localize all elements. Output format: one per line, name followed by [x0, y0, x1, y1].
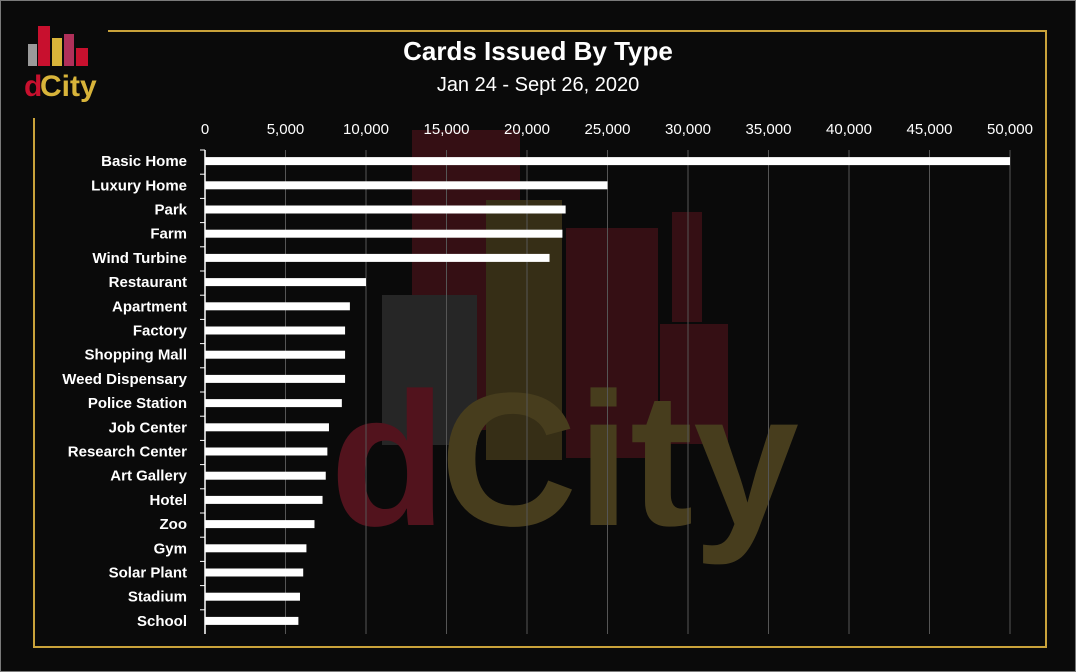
bar-solar-plant — [205, 568, 304, 577]
dcity-logo-icon: d City — [24, 26, 97, 103]
category-labels: Basic Home Luxury Home Park Farm Wind Turbin… — [62, 153, 187, 630]
frame-right-border — [1045, 30, 1047, 648]
x-tick-label: 25,000 — [585, 121, 631, 138]
bar-basic-home — [205, 157, 1010, 166]
svg-text:d: d — [330, 354, 446, 566]
bar-shopping-mall — [205, 350, 346, 359]
category-label: Stadium — [128, 589, 187, 606]
bar-police-station — [205, 399, 342, 408]
category-label: Wind Turbine — [92, 250, 187, 267]
x-tick-label: 5,000 — [267, 121, 305, 138]
category-label: Police Station — [88, 395, 187, 412]
category-label: Weed Dispensary — [62, 371, 187, 388]
frame-bottom-border — [33, 646, 1047, 648]
category-label: Apartment — [112, 298, 187, 315]
chart-subtitle: Jan 24 - Sept 26, 2020 — [436, 74, 640, 96]
bars — [200, 149, 1010, 625]
x-tick-label: 0 — [201, 121, 209, 138]
x-tick-label: 35,000 — [746, 121, 792, 138]
bar-gym — [205, 544, 307, 553]
x-tick-label: 45,000 — [907, 121, 953, 138]
logo-letter-d: d — [24, 70, 42, 103]
svg-text:City: City — [440, 354, 799, 566]
category-label: Restaurant — [109, 274, 187, 291]
bar-apartment — [205, 302, 350, 311]
x-tick-label: 30,000 — [665, 121, 711, 138]
bar-job-center — [205, 423, 329, 432]
category-label: Farm — [150, 226, 187, 243]
bar-hotel — [205, 495, 323, 504]
bar-restaurant — [205, 278, 366, 287]
bar-stadium — [205, 592, 300, 601]
bar-weed-dispensary — [205, 374, 346, 383]
category-label: Park — [154, 202, 187, 219]
frame-top-border — [108, 30, 1047, 32]
category-label: School — [137, 613, 187, 630]
category-label: Zoo — [160, 516, 188, 533]
bar-factory — [205, 326, 346, 335]
category-label: Research Center — [68, 444, 187, 461]
category-label: Art Gallery — [110, 468, 187, 485]
category-label: Shopping Mall — [85, 347, 188, 364]
dcity-watermark-icon: d City — [330, 130, 799, 566]
x-axis-tick-labels: 0 5,000 10,000 15,000 20,000 25,000 30,000 35,0… — [201, 121, 1033, 138]
category-label: Gym — [154, 540, 187, 557]
logo-word-city: City — [40, 70, 97, 103]
category-label: Luxury Home — [91, 177, 187, 194]
bar-research-center — [205, 447, 328, 456]
bar-luxury-home — [205, 181, 608, 190]
bar-school — [205, 616, 299, 625]
x-tick-label: 50,000 — [987, 121, 1033, 138]
bar-art-gallery — [205, 471, 326, 480]
frame-left-border — [33, 118, 35, 648]
bar-wind-turbine — [205, 253, 550, 262]
category-label: Factory — [133, 323, 188, 340]
x-tick-label: 15,000 — [424, 121, 470, 138]
category-label: Basic Home — [101, 153, 187, 170]
bar-zoo — [205, 520, 315, 529]
category-label: Hotel — [150, 492, 188, 509]
x-tick-label: 40,000 — [826, 121, 872, 138]
x-tick-label: 10,000 — [343, 121, 389, 138]
category-label: Solar Plant — [109, 565, 187, 582]
category-label: Job Center — [109, 419, 188, 436]
x-tick-label: 20,000 — [504, 121, 550, 138]
bar-farm — [205, 229, 563, 238]
bar-park — [205, 205, 566, 214]
chart-title: Cards Issued By Type — [403, 36, 673, 66]
